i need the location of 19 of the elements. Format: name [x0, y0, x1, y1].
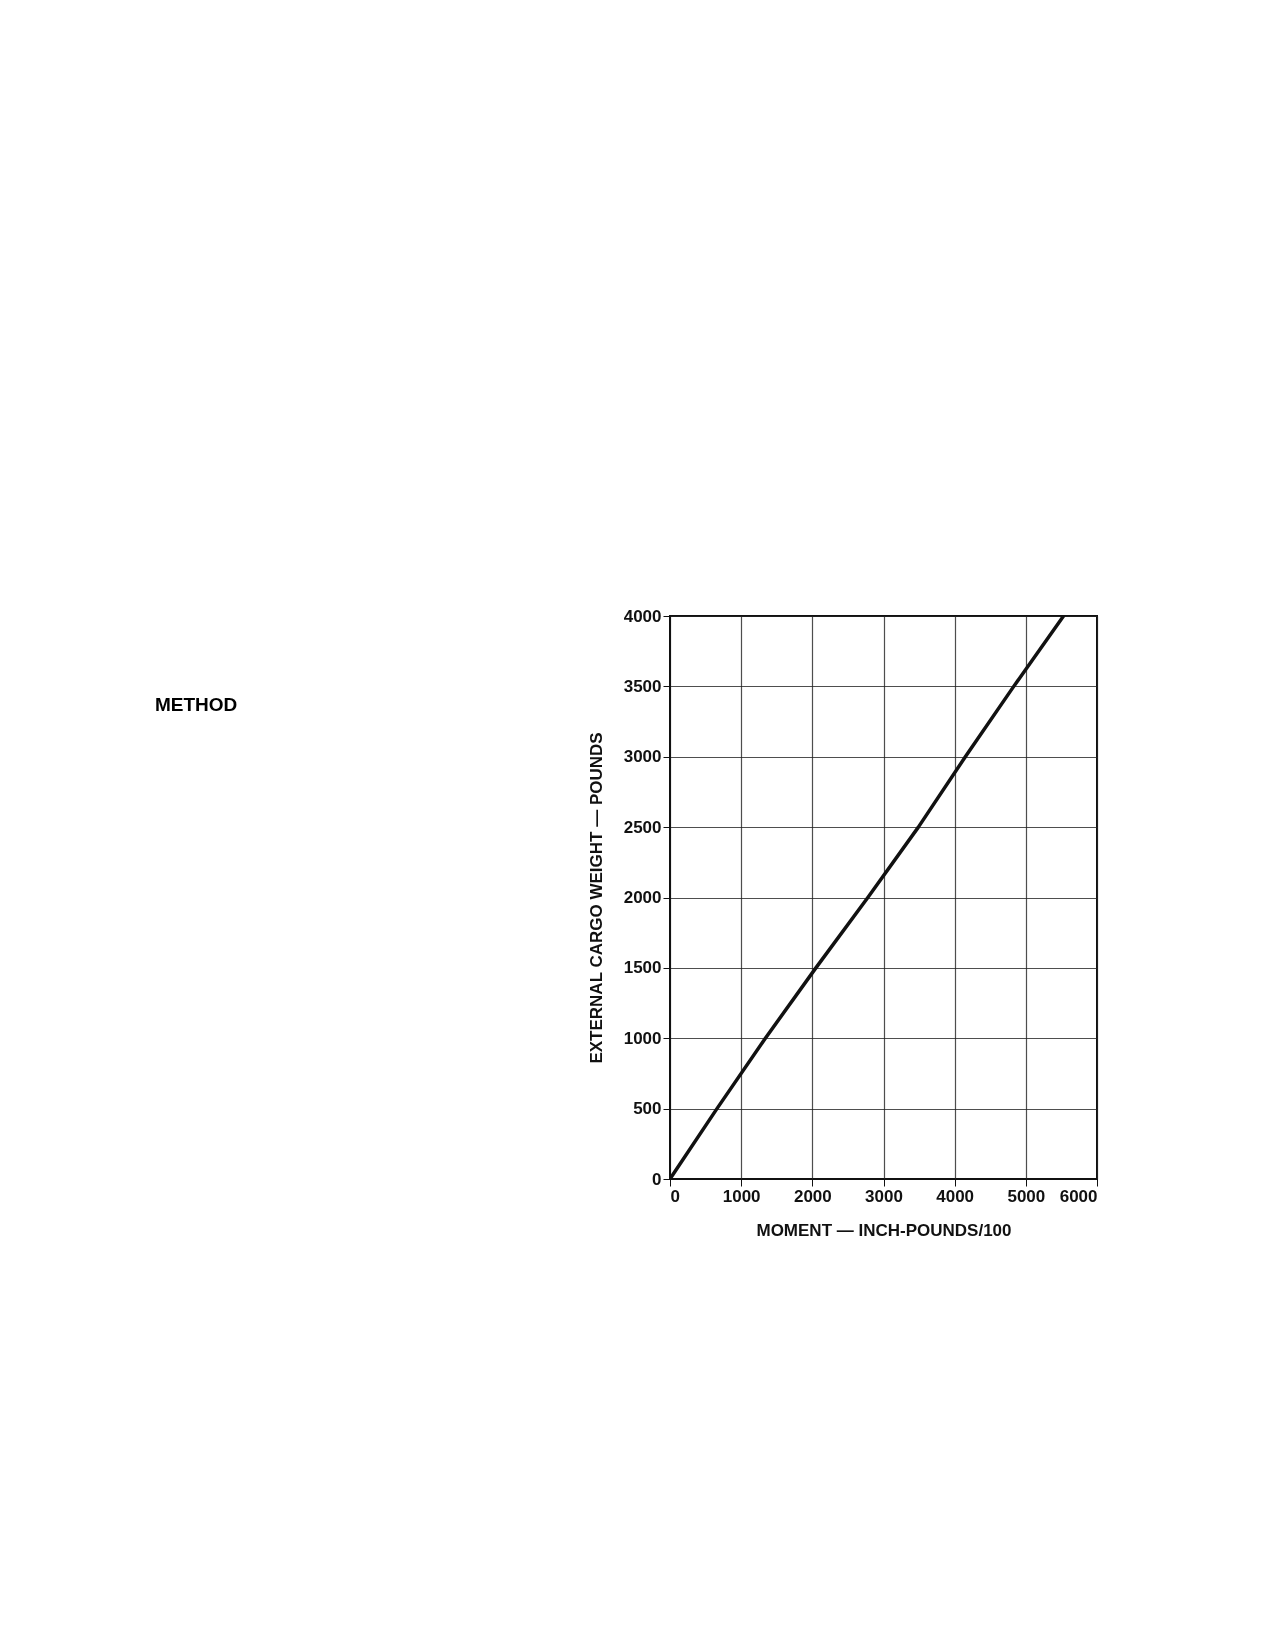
y-tick-label: 4000	[623, 606, 662, 626]
x-tick-label: 0	[670, 1186, 680, 1206]
x-axis-title: MOMENT — INCH-POUNDS/100	[756, 1220, 1012, 1240]
x-tick-label: 1000	[722, 1186, 761, 1206]
y-tick-label: 2000	[623, 888, 662, 907]
y-tick-label: 0	[652, 1169, 662, 1189]
y-tick-label: 1000	[623, 1028, 662, 1048]
y-axis-title: EXTERNAL CARGO WEIGHT — POUNDS	[586, 732, 606, 1064]
y-tick-label: 2500	[623, 817, 662, 837]
x-tick-label: 5000	[1007, 1186, 1046, 1206]
x-tick-label: 3000	[865, 1186, 903, 1206]
x-tick-label: 2000	[793, 1186, 832, 1206]
y-tick-label: 3500	[623, 676, 662, 696]
text: METHOD	[155, 694, 238, 716]
y-tick-label: 3000	[623, 747, 662, 767]
x-tick-label: 4000	[936, 1186, 975, 1206]
x-tick-label: 6000	[1059, 1186, 1098, 1206]
y-tick-label: 1500	[623, 958, 662, 978]
y-tick-label: 500	[633, 1099, 662, 1119]
